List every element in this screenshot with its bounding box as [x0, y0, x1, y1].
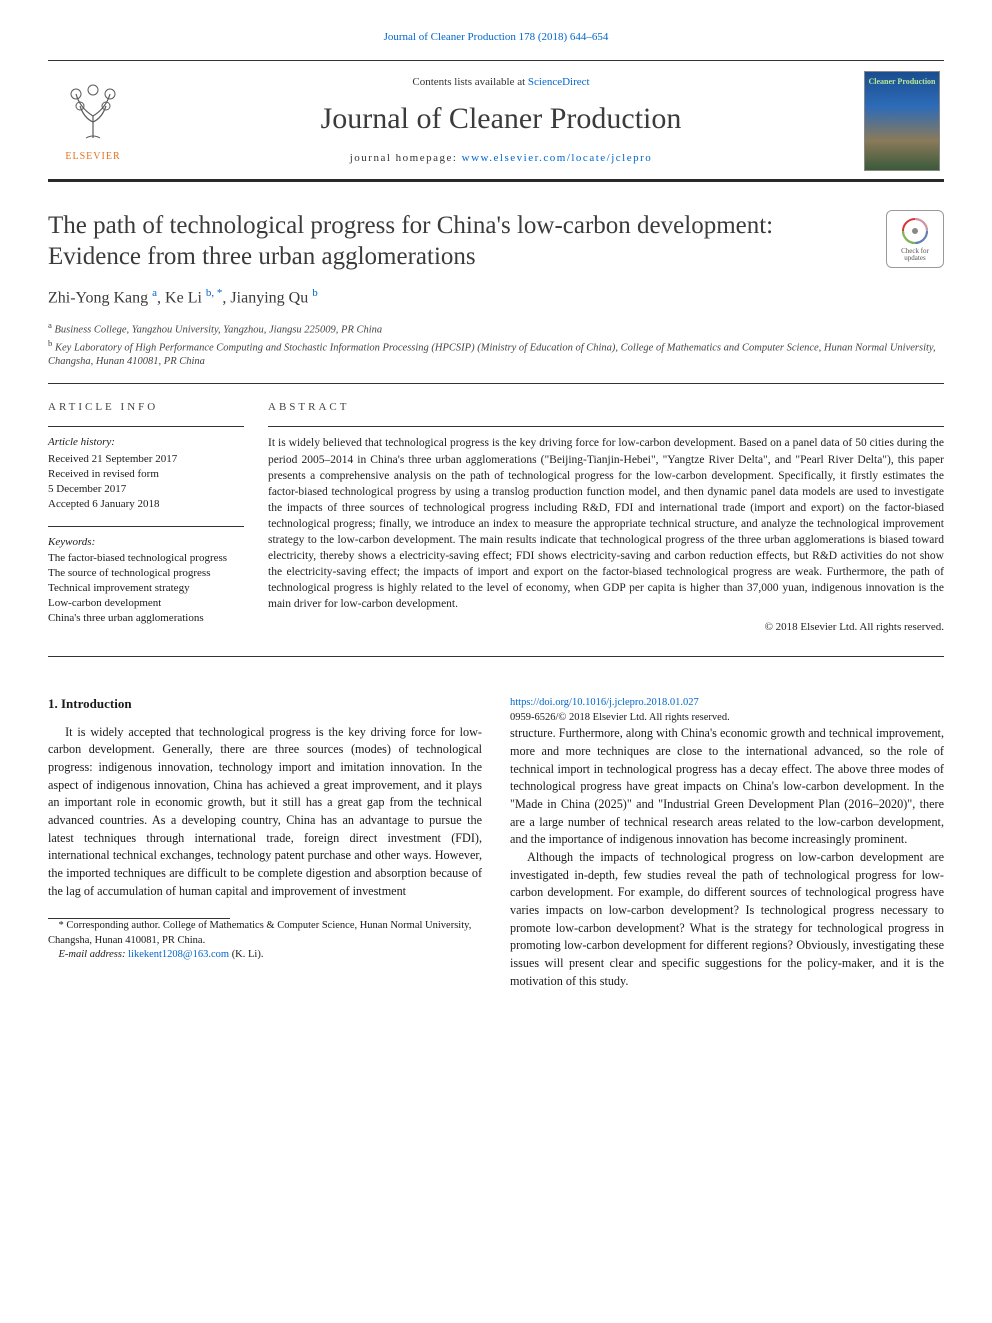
keyword: The factor-biased technological progress	[48, 551, 244, 566]
abstract-label: ABSTRACT	[268, 400, 944, 416]
keyword: The source of technological progress	[48, 566, 244, 581]
contents-available-line: Contents lists available at ScienceDirec…	[138, 75, 864, 91]
history-line: Received in revised form	[48, 467, 244, 482]
abstract-column: ABSTRACT It is widely believed that tech…	[268, 400, 944, 639]
section-heading: 1. Introduction	[48, 695, 482, 714]
affiliation-mark: b	[48, 338, 52, 348]
keywords-header: Keywords:	[48, 535, 244, 550]
cover-title: Cleaner Production	[865, 76, 939, 88]
journal-masthead: ELSEVIER Contents lists available at Sci…	[48, 60, 944, 182]
abstract-copyright: © 2018 Elsevier Ltd. All rights reserved…	[268, 620, 944, 636]
header-citation: Journal of Cleaner Production 178 (2018)…	[48, 30, 944, 46]
keyword: Technical improvement strategy	[48, 581, 244, 596]
corresponding-author-note: * Corresponding author. College of Mathe…	[48, 919, 482, 947]
affiliation-text: Business College, Yangzhou University, Y…	[55, 324, 383, 335]
article-title: The path of technological progress for C…	[48, 210, 866, 273]
author-list: Zhi-Yong Kang a, Ke Li b, *, Jianying Qu…	[48, 286, 944, 310]
affiliation-text: Key Laboratory of High Performance Compu…	[48, 342, 936, 367]
journal-homepage-line: journal homepage: www.elsevier.com/locat…	[138, 151, 864, 167]
article-body: 1. Introduction It is widely accepted th…	[48, 695, 944, 991]
publisher-logo-block: ELSEVIER	[48, 78, 138, 165]
body-paragraph: It is widely accepted that technological…	[48, 724, 482, 901]
footnotes: * Corresponding author. College of Mathe…	[48, 919, 482, 962]
check-updates-badge[interactable]: Check for updates	[886, 210, 944, 268]
publisher-label: ELSEVIER	[65, 150, 120, 165]
article-history: Article history: Received 21 September 2…	[48, 435, 244, 511]
header-citation-link[interactable]: Journal of Cleaner Production 178 (2018)…	[384, 31, 609, 43]
affiliations: a Business College, Yangzhou University,…	[48, 320, 944, 370]
body-paragraph: structure. Furthermore, along with China…	[510, 725, 944, 849]
email-suffix: (K. Li).	[229, 949, 263, 960]
journal-name: Journal of Cleaner Production	[138, 97, 864, 141]
keyword: China's three urban agglomerations	[48, 611, 244, 626]
journal-cover-thumbnail: Cleaner Production	[864, 71, 940, 171]
affiliation-mark: a	[48, 320, 52, 330]
section-number: 1.	[48, 696, 58, 711]
affiliation: b Key Laboratory of High Performance Com…	[48, 338, 944, 370]
section-title: Introduction	[61, 696, 132, 711]
article-info-column: ARTICLE INFO Article history: Received 2…	[48, 400, 268, 639]
doi-block: https://doi.org/10.1016/j.jclepro.2018.0…	[510, 695, 944, 725]
check-updates-icon	[900, 216, 930, 246]
sciencedirect-link[interactable]: ScienceDirect	[528, 76, 590, 88]
issn-copyright: 0959-6526/© 2018 Elsevier Ltd. All right…	[510, 712, 730, 723]
history-line: Received 21 September 2017	[48, 452, 244, 467]
updates-badge-line2: updates	[904, 254, 925, 262]
contents-prefix: Contents lists available at	[412, 76, 527, 88]
keyword: Low-carbon development	[48, 596, 244, 611]
article-info-label: ARTICLE INFO	[48, 400, 244, 416]
author-name: Ke Li	[165, 290, 202, 307]
history-line: Accepted 6 January 2018	[48, 497, 244, 512]
homepage-prefix: journal homepage:	[350, 152, 462, 164]
author-name: Jianying Qu	[230, 290, 308, 307]
email-link[interactable]: likekent1208@163.com	[128, 949, 229, 960]
history-line: 5 December 2017	[48, 482, 244, 497]
author-mark[interactable]: a	[152, 287, 157, 299]
doi-link[interactable]: https://doi.org/10.1016/j.jclepro.2018.0…	[510, 697, 699, 708]
keywords-block: Keywords: The factor-biased technologica…	[48, 535, 244, 626]
elsevier-tree-icon	[58, 78, 128, 148]
journal-homepage-link[interactable]: www.elsevier.com/locate/jclepro	[462, 152, 653, 164]
email-line: E-mail address: likekent1208@163.com (K.…	[48, 948, 482, 962]
author-name: Zhi-Yong Kang	[48, 290, 148, 307]
author-mark[interactable]: b, *	[206, 287, 223, 299]
divider	[48, 383, 944, 384]
history-header: Article history:	[48, 435, 244, 450]
author-mark[interactable]: b	[312, 287, 318, 299]
affiliation: a Business College, Yangzhou University,…	[48, 320, 944, 338]
abstract-text: It is widely believed that technological…	[268, 435, 944, 612]
body-paragraph: Although the impacts of technological pr…	[510, 849, 944, 991]
email-label: E-mail address:	[59, 949, 129, 960]
